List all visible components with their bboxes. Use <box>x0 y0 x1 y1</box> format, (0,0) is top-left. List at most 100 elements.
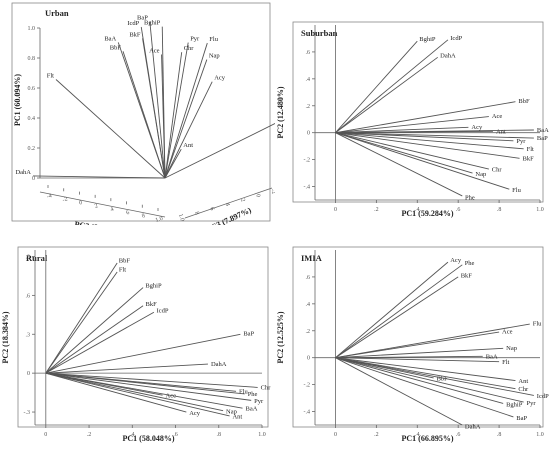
vector-label-acy: Acy <box>471 124 483 131</box>
y-tick-label: -.2 <box>304 383 311 389</box>
vector-label-flt: Flt <box>502 359 509 366</box>
y-axis-title: PC2 (12.525%) <box>276 311 285 363</box>
plot-frame <box>11 2 271 222</box>
vector-label-flt: Flt <box>527 146 534 153</box>
loading-vector-flt <box>55 79 166 179</box>
loading-vector-bkf <box>335 276 459 359</box>
pc1-tick-label: 1.0 <box>28 26 36 32</box>
loading-vector-baa <box>335 129 534 134</box>
loading-vector-nap <box>45 372 224 412</box>
y-tick-label: 0 <box>27 371 30 377</box>
pc1-tick-label: 0 <box>32 176 35 182</box>
pc1-tick-label: 0.4 <box>28 116 36 122</box>
x-tick-label: 0 <box>334 207 337 213</box>
loading-vector-nap <box>335 132 473 174</box>
x-tick-label: .8 <box>217 432 222 438</box>
vector-label-baa: BaA <box>245 406 257 413</box>
loading-vector-pyr <box>164 42 189 179</box>
vector-label-pyr: Pyr <box>190 36 200 43</box>
vector-label-nap: Nap <box>226 408 237 415</box>
loading-vector-pyr <box>335 132 514 142</box>
loading-vector-flt <box>45 271 118 374</box>
plot-frame <box>17 246 269 428</box>
rural-loading-plot: Rural 0 .2 .4 .6 .8 1.0 -.3 0 .3 .6 .9 PC1 (58.048%)… <box>1 246 271 443</box>
imia-panel: IMIA 0.2.4.6.8 1.0 -.4 -.2 0.2.4.6 PC1 (66.895… <box>275 225 550 449</box>
loading-vector-bkf <box>45 305 144 374</box>
loading-vector-icdp <box>45 311 155 374</box>
x-tick-label: .4 <box>130 432 135 438</box>
vector-label-bap: BaP <box>243 331 254 338</box>
loading-vector-bkf <box>335 132 520 159</box>
loading-vector-baa <box>335 355 483 359</box>
vector-label-chr: Chr <box>184 45 195 52</box>
y-tick-label: .6 <box>306 275 311 281</box>
y-tick-label: .2 <box>306 329 311 335</box>
urban-panel: Urban 0 0.2 0.4 0.6 0.8 1.0 PC1 (60.094%) -4 -2 0 2… <box>0 0 287 235</box>
loading-vector-chr <box>164 52 183 179</box>
loading-vector-bbf <box>335 101 516 134</box>
x-tick-label: 0 <box>334 432 337 438</box>
plot-frame <box>292 21 544 203</box>
x-tick-label: .2 <box>87 432 92 438</box>
panel-title: Urban <box>45 8 69 18</box>
pc3-tick-label: 0 <box>254 194 261 199</box>
vector-label-bghip: BghiP <box>506 401 523 408</box>
y-tick-label: .6 <box>306 50 311 56</box>
vector-label-flt: Flt <box>47 73 54 80</box>
vector-label-bap: BaP <box>137 15 148 22</box>
loading-vector-baa <box>45 372 243 409</box>
vector-label-bap: BaP <box>516 415 527 422</box>
y-tick-label: -.2 <box>304 158 311 164</box>
x-tick-label: .2 <box>374 432 379 438</box>
y-tick-label: 0 <box>307 131 310 137</box>
x-tick-label: .6 <box>456 432 461 438</box>
vector-label-bghip: BghiP <box>145 283 162 290</box>
x-axis-title: PC1 (59.284%) <box>402 209 454 218</box>
vector-label-baa: BaA <box>104 35 116 42</box>
pc3-tick-label: 1.0 <box>177 213 185 222</box>
y-axis-title: PC2 (18.384%) <box>1 311 10 363</box>
panel-title: IMIA <box>301 253 323 263</box>
loading-vector-flt <box>335 357 500 363</box>
loading-vector-bap <box>45 333 241 374</box>
pc2-tick-label: -4 <box>46 193 53 200</box>
loading-vector-phe <box>335 132 463 197</box>
x-tick-label: 1.0 <box>258 432 266 438</box>
loading-vector-daha <box>45 363 208 374</box>
vector-label-phe: Phe <box>465 260 475 267</box>
loading-vector-bap <box>335 132 534 139</box>
vector-label-pyr: Pyr <box>527 400 537 407</box>
vector-label-icdp: IcdP <box>537 393 549 400</box>
y-axis-title: PC2 (12.480%) <box>276 86 285 138</box>
loading-vector-pyr <box>45 372 252 401</box>
loading-vector-icdp <box>335 39 449 134</box>
pc3-tick-label: -2 <box>269 188 275 195</box>
loading-vector-flu <box>335 132 510 190</box>
pc1-axis-title: PC1 (60.094%) <box>13 74 22 126</box>
vector-label-nap: Nap <box>475 171 486 178</box>
loading-vector-phe <box>335 264 463 359</box>
loading-vector-pyr <box>335 357 524 403</box>
loading-vector-bghip <box>335 357 504 404</box>
vector-label-chr: Chr <box>492 167 503 174</box>
x-tick-label: 1.0 <box>536 432 544 438</box>
y-tick-label: .2 <box>306 104 311 110</box>
loading-vector-acy <box>335 261 449 359</box>
loading-vector-acy <box>335 126 469 134</box>
pc2-tick-label: -2 <box>62 196 69 203</box>
x-tick-label: .8 <box>497 207 502 213</box>
vector-label-flu: Flu <box>512 187 521 194</box>
vector-label-chr: Chr <box>518 386 529 393</box>
loading-vector-bghip <box>45 287 144 374</box>
vector-label-ant: Ant <box>518 378 528 385</box>
vector-label-ace: Ace <box>166 393 177 400</box>
y-tick-label: -.3 <box>24 410 31 416</box>
x-tick-label: 0 <box>44 432 47 438</box>
y-tick-label: .3 <box>26 332 31 338</box>
y-tick-label: .6 <box>26 293 31 299</box>
loading-vector-daha <box>32 175 166 179</box>
x-tick-label: .2 <box>374 207 379 213</box>
pc3-tick-label: 6 <box>208 207 215 212</box>
vector-label-phe: Phe <box>248 391 258 398</box>
